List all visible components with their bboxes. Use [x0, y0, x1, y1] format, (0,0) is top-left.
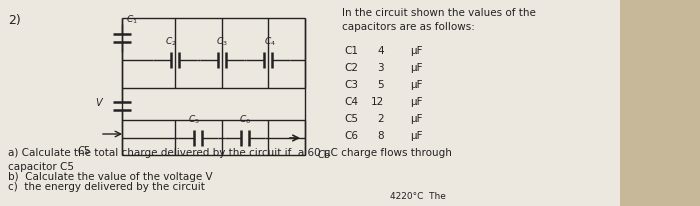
- Text: $C_5$: $C_5$: [188, 114, 200, 126]
- Text: μF: μF: [410, 46, 423, 56]
- Text: c)  the energy delivered by the circuit: c) the energy delivered by the circuit: [8, 182, 205, 192]
- Text: 3: 3: [377, 63, 384, 73]
- Text: 12: 12: [371, 97, 384, 107]
- Text: $C6$: $C6$: [317, 148, 331, 160]
- Text: $C_3$: $C_3$: [216, 35, 228, 48]
- Text: μF: μF: [410, 63, 423, 73]
- Text: $C5$: $C5$: [77, 144, 91, 156]
- Text: $C_6$: $C_6$: [239, 114, 251, 126]
- Text: C5: C5: [344, 114, 358, 124]
- Text: C2: C2: [344, 63, 358, 73]
- Text: b)  Calculate the value of the voltage V: b) Calculate the value of the voltage V: [8, 172, 213, 182]
- Text: μF: μF: [410, 131, 423, 141]
- Text: a) Calculate the total charge delivered by the circuit if  a 60 μC charge flows : a) Calculate the total charge delivered …: [8, 148, 452, 158]
- Text: $C_4$: $C_4$: [264, 35, 276, 48]
- Text: $C_2$: $C_2$: [165, 35, 177, 48]
- Text: C1: C1: [344, 46, 358, 56]
- Text: 4220°C  The: 4220°C The: [390, 192, 446, 201]
- Text: μF: μF: [410, 97, 423, 107]
- Text: μF: μF: [410, 80, 423, 90]
- Bar: [0, 0, 620, 206]
- Text: 5: 5: [377, 80, 384, 90]
- Text: C3: C3: [344, 80, 358, 90]
- Text: C4: C4: [344, 97, 358, 107]
- Text: 8: 8: [377, 131, 384, 141]
- Text: In the circuit shown the values of the
capacitors are as follows:: In the circuit shown the values of the c…: [342, 8, 536, 32]
- Text: $C_1$: $C_1$: [126, 14, 138, 26]
- Text: 2): 2): [8, 14, 21, 27]
- Text: $V$: $V$: [94, 96, 104, 108]
- Text: μF: μF: [410, 114, 423, 124]
- Text: capacitor C5: capacitor C5: [8, 162, 74, 172]
- Text: C6: C6: [344, 131, 358, 141]
- Text: 2: 2: [377, 114, 384, 124]
- Text: 4: 4: [377, 46, 384, 56]
